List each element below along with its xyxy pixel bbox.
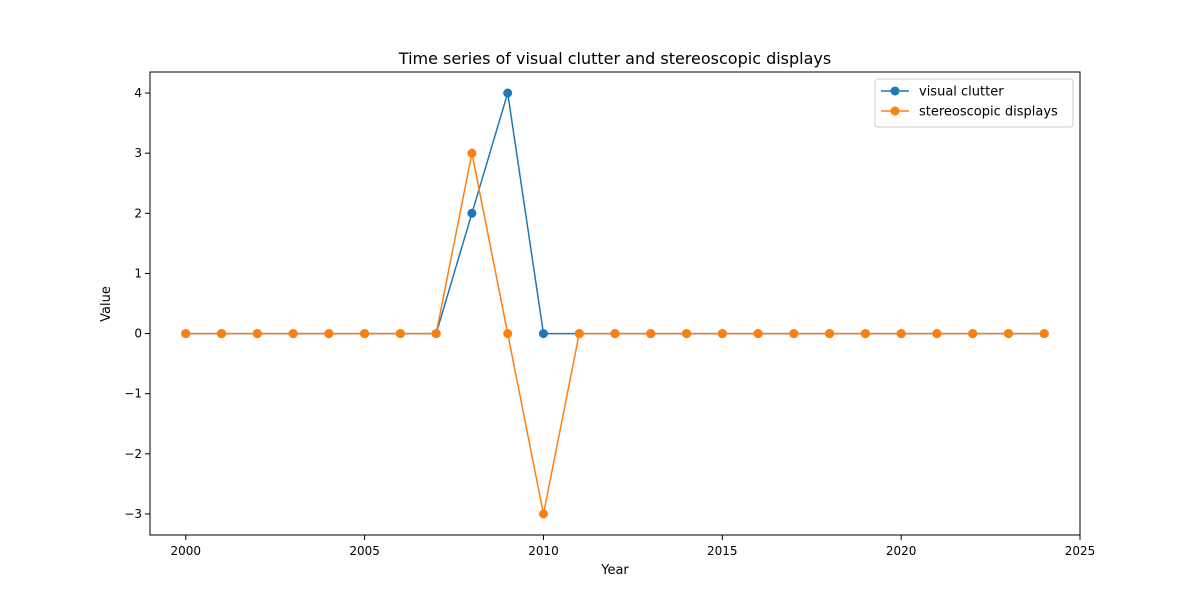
data-point <box>1039 329 1049 339</box>
legend-item: stereoscopic displays <box>881 105 1058 120</box>
x-tick-label: 2020 <box>886 544 917 558</box>
y-tick-label: 4 <box>134 86 142 100</box>
data-point <box>431 329 441 339</box>
legend-marker <box>890 86 900 96</box>
x-tick-label: 2025 <box>1065 544 1096 558</box>
data-point <box>503 88 513 98</box>
data-point <box>932 329 942 339</box>
x-axis: 2000 2005 2010 2015 2020 2025 <box>170 535 1095 558</box>
y-tick-label: −1 <box>124 387 142 401</box>
data-point <box>825 329 835 339</box>
data-point <box>217 329 227 339</box>
y-tick-label: −3 <box>124 507 142 521</box>
x-tick-label: 2005 <box>349 544 380 558</box>
data-point <box>252 329 262 339</box>
data-point <box>288 329 298 339</box>
data-point <box>324 329 334 339</box>
data-point <box>896 329 906 339</box>
y-axis: −3 −2 −1 0 1 2 3 4 <box>124 86 150 521</box>
series-2 <box>181 148 1049 519</box>
data-point <box>717 329 727 339</box>
y-tick-label: −2 <box>124 447 142 461</box>
data-point <box>860 329 870 339</box>
y-tick-label: 0 <box>134 327 142 341</box>
data-point <box>467 148 477 158</box>
data-point <box>789 329 799 339</box>
plot-area <box>181 88 1049 519</box>
data-point <box>968 329 978 339</box>
data-point <box>646 329 656 339</box>
data-point <box>538 509 548 519</box>
plot-frame <box>149 71 1081 536</box>
data-point <box>181 329 191 339</box>
data-point <box>360 329 370 339</box>
data-point <box>395 329 405 339</box>
series-line <box>185 92 1045 335</box>
x-tick-label: 2000 <box>170 544 201 558</box>
data-point <box>503 329 513 339</box>
data-point <box>682 329 692 339</box>
legend-box <box>874 78 1074 128</box>
y-axis-label: Value <box>99 286 114 322</box>
x-tick-label: 2010 <box>528 544 559 558</box>
legend-marker <box>890 106 900 116</box>
y-tick-label: 3 <box>134 146 142 160</box>
x-axis-label: Year <box>600 563 629 578</box>
data-point <box>753 329 763 339</box>
legend-item: visual clutter <box>881 85 1004 100</box>
y-tick-label: 2 <box>134 206 142 220</box>
x-tick-label: 2015 <box>707 544 738 558</box>
data-point <box>538 329 548 339</box>
data-point <box>467 208 477 218</box>
legend-label: stereoscopic displays <box>919 105 1058 120</box>
legend: visual clutter stereoscopic displays <box>874 78 1074 128</box>
data-point <box>1003 329 1013 339</box>
data-point <box>574 329 584 339</box>
chart-title: Time series of visual clutter and stereo… <box>398 49 831 68</box>
legend-label: visual clutter <box>919 85 1004 100</box>
data-point <box>610 329 620 339</box>
y-tick-label: 1 <box>134 266 142 280</box>
